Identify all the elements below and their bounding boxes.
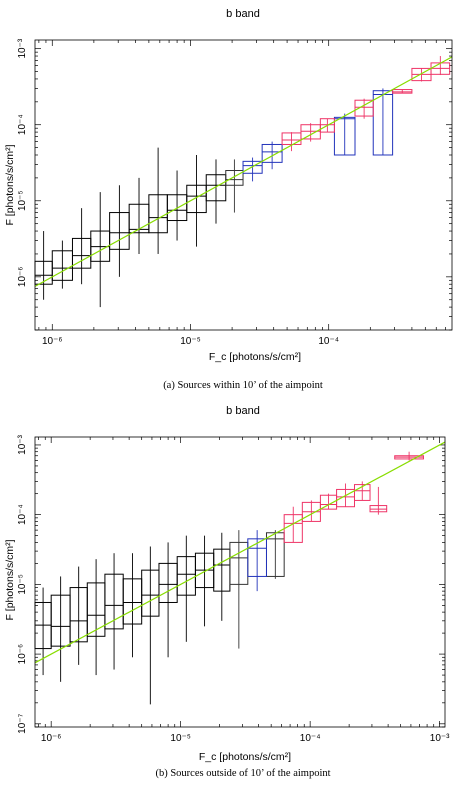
panel-b: b band 10⁻⁶ 10⁻⁵ 10⁻⁴ 10⁻³10⁻⁷10⁻⁶10⁻⁵10⁻⁴1… bbox=[4, 405, 450, 779]
bin-box bbox=[353, 484, 371, 501]
bin-box bbox=[205, 174, 227, 202]
x-tick-label: 10⁻⁶ bbox=[41, 733, 62, 744]
y-axis-label: F [photons/s/cm²] bbox=[4, 539, 16, 620]
bin-box bbox=[261, 143, 283, 163]
plot-frame bbox=[34, 436, 446, 728]
plot-frame bbox=[34, 39, 453, 331]
y-tick-label: 10⁻³ bbox=[17, 38, 28, 58]
y-tick-label: 10⁻⁶ bbox=[17, 267, 28, 288]
panel-a: b band 10⁻⁶ 10⁻⁵ 10⁻⁴ 10⁻⁶ 10⁻⁵ 10⁻⁴ 10⁻³ F [p… bbox=[4, 8, 453, 391]
x-tick-label: 10⁻⁴ bbox=[318, 336, 339, 347]
chart-title: b band bbox=[226, 8, 260, 20]
bin-box bbox=[225, 170, 244, 186]
x-tick-label: 10⁻⁴ bbox=[300, 733, 321, 744]
reference-line bbox=[34, 56, 453, 287]
bin-box bbox=[372, 90, 394, 156]
y-tick-label: 10⁻⁶ bbox=[17, 644, 28, 665]
y-tick-label: 10⁻⁵ bbox=[17, 574, 28, 595]
bin-box bbox=[247, 538, 267, 577]
plot-area: 10⁻⁶ 10⁻⁵ 10⁻⁴ 10⁻³ 10⁻⁷ 10⁻⁶ 10⁻⁵ 10⁻⁴ 10⁻³ bbox=[17, 434, 450, 744]
x-tick-label: 10⁻⁵ bbox=[170, 733, 191, 744]
bin-box bbox=[354, 99, 374, 117]
x-axis-label: F_c [photons/s/cm²] bbox=[209, 351, 301, 363]
x-tick-label: 10⁻⁶ bbox=[42, 336, 63, 347]
bin-box bbox=[392, 89, 413, 94]
y-tick-label: 10⁻⁷ bbox=[17, 713, 28, 733]
y-tick-label: 10⁻⁴ bbox=[17, 114, 28, 135]
figure-caption: (b) Sources outside of 10’ of the aimpoi… bbox=[155, 768, 330, 779]
bin-box bbox=[319, 118, 335, 133]
y-axis-label: F [photons/s/cm²] bbox=[4, 144, 16, 225]
y-tick-label: 10⁻³ bbox=[17, 434, 28, 454]
x-tick-label: 10⁻³ bbox=[430, 733, 450, 744]
figure-caption: (a) Sources within 10’ of the aimpoint bbox=[163, 380, 323, 391]
reference-line bbox=[34, 441, 446, 664]
bin-box bbox=[333, 116, 356, 156]
plot-area: 10⁻⁶ 10⁻⁵ 10⁻⁴ 10⁻⁶ 10⁻⁵ 10⁻⁴ 10⁻³ bbox=[17, 38, 453, 347]
x-tick-label: 10⁻⁵ bbox=[180, 336, 201, 347]
x-axis-label: F_c [photons/s/cm²] bbox=[199, 751, 291, 763]
bin-box bbox=[242, 160, 263, 174]
y-tick-label: 10⁻⁴ bbox=[17, 504, 28, 525]
chart-title: b band bbox=[226, 405, 260, 417]
y-tick-label: 10⁻⁵ bbox=[17, 191, 28, 212]
